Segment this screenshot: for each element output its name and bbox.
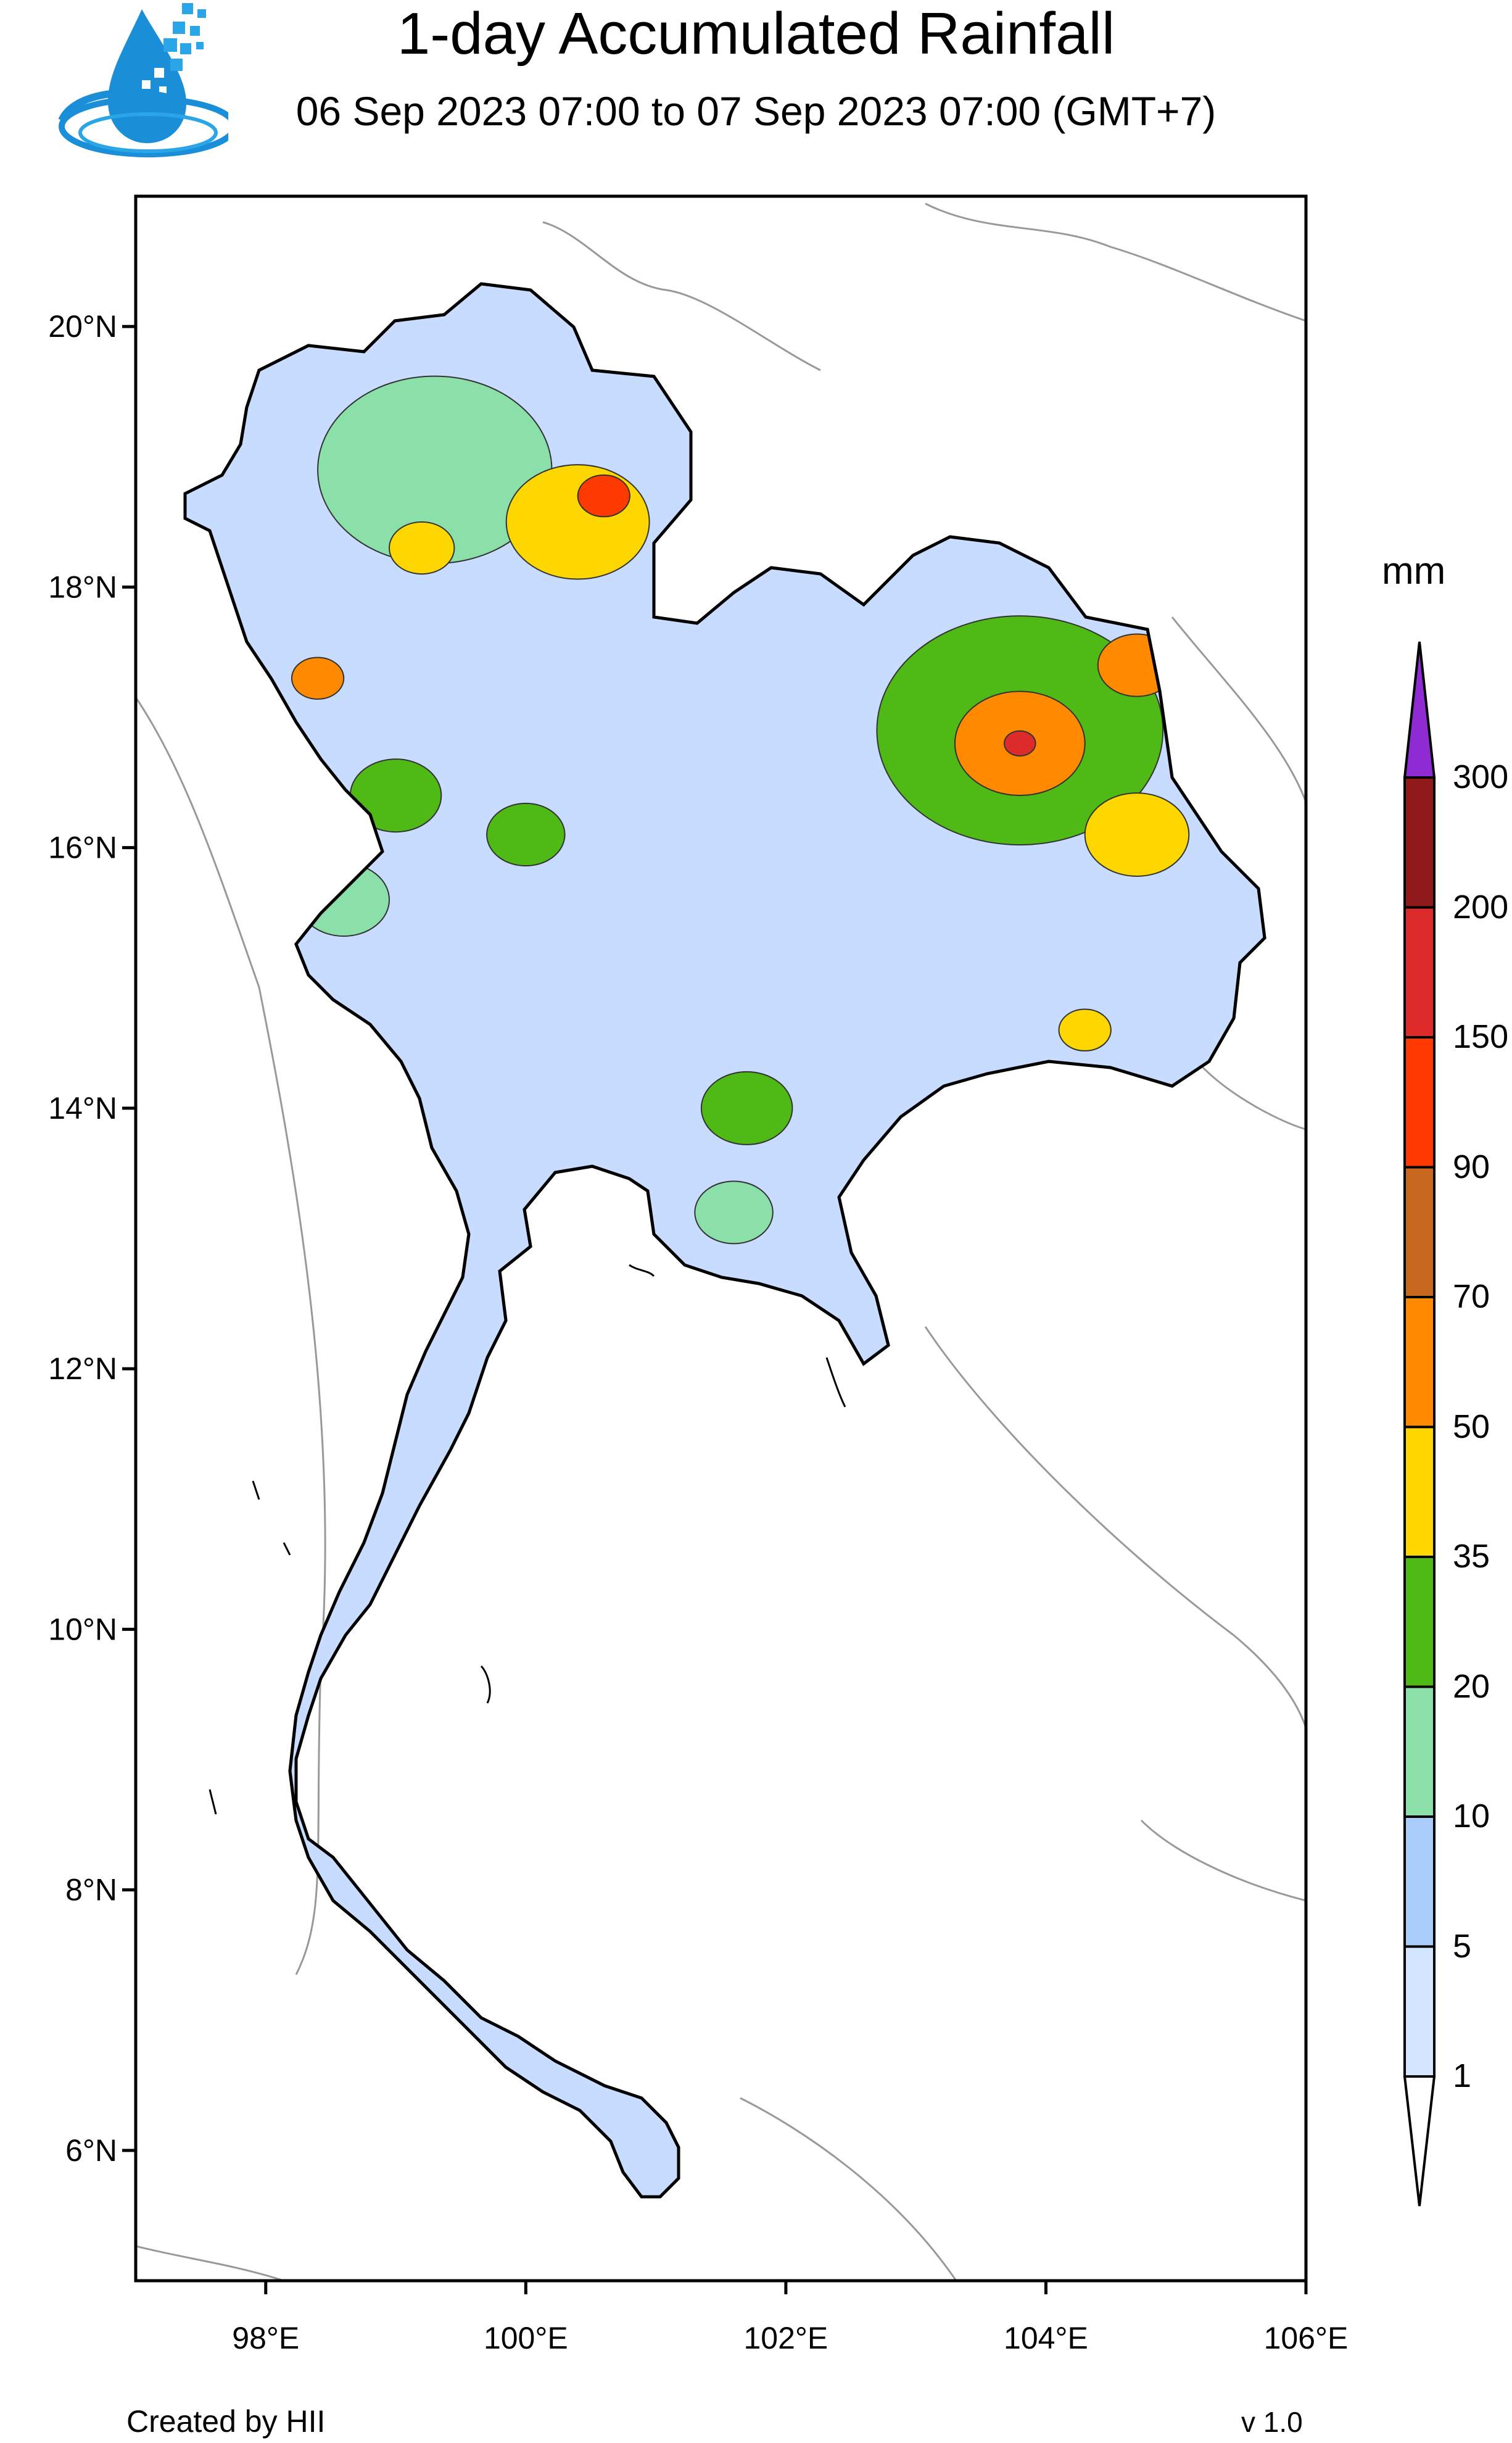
colorbar-label: 300 [1453, 758, 1509, 795]
longitude-axis: 98°E 100°E 102°E 104°E 106°E [232, 2281, 1348, 2355]
colorbar-swatch [1403, 1296, 1436, 1429]
colorbar-unit: mm [1382, 550, 1446, 592]
lat-tick-label: 10°N [48, 1612, 117, 1646]
map-subtitle: 06 Sep 2023 07:00 to 07 Sep 2023 07:00 (… [295, 88, 1217, 134]
colorbar-label: 90 [1453, 1148, 1490, 1185]
colorbar-swatch [1403, 1556, 1436, 1688]
colorbar-swatch [1403, 1685, 1436, 1818]
colorbar-label: 50 [1453, 1408, 1490, 1445]
rain-cell [694, 1180, 774, 1245]
lon-tick-label: 100°E [484, 2321, 568, 2355]
colorbar-swatch [1403, 776, 1436, 909]
rain-cell [700, 1071, 793, 1145]
colorbar-label: 70 [1453, 1278, 1490, 1315]
lon-tick-label: 106°E [1264, 2321, 1349, 2355]
lon-tick-label: 102°E [743, 2321, 828, 2355]
colorbar-swatch [1403, 1815, 1436, 1948]
rain-cell [1003, 730, 1036, 757]
rain-cell [1097, 633, 1177, 697]
colorbar-label: 150 [1453, 1018, 1509, 1055]
rain-cell [486, 802, 566, 867]
colorbar-label: 35 [1453, 1538, 1490, 1575]
colorbar-label: 20 [1453, 1667, 1490, 1705]
credit-text: Created by HII [126, 2404, 326, 2439]
neighbour-borders [136, 202, 1306, 2281]
lat-tick-label: 8°N [65, 1873, 117, 1907]
colorbar-label: 1 [1453, 2057, 1472, 2094]
rain-cell [291, 657, 345, 700]
colorbar-label: 200 [1453, 888, 1509, 926]
rain-cell [389, 521, 455, 575]
rain-cell [1084, 792, 1190, 877]
lon-tick-label: 104°E [1004, 2321, 1088, 2355]
water-drop-logo-icon [58, 3, 238, 157]
colorbar-lower-arrow [1403, 2075, 1436, 2207]
rain-cell [577, 474, 630, 518]
colorbar [1403, 641, 1436, 2207]
rain-cells [291, 375, 1190, 1245]
map-title: 1-day Accumulated Rainfall [397, 1, 1115, 67]
colorbar-swatch [1403, 1036, 1436, 1169]
colorbar-label: 10 [1453, 1798, 1490, 1835]
lat-tick-label: 20°N [48, 309, 117, 344]
version-text: v 1.0 [1241, 2406, 1303, 2438]
lat-tick-label: 6°N [65, 2133, 117, 2168]
rain-cell [1058, 1008, 1112, 1051]
colorbar-label: 5 [1453, 1927, 1472, 1965]
colorbar-swatch [1403, 1425, 1436, 1558]
lat-tick-label: 16°N [48, 831, 117, 865]
rain-cell [349, 758, 442, 833]
islands [209, 1264, 846, 1815]
lat-tick-label: 18°N [48, 570, 117, 604]
map-frame [134, 194, 1308, 2283]
lat-tick-label: 14°N [48, 1091, 117, 1126]
latitude-axis: 20°N 18°N 16°N 14°N 12°N 10°N 8°N 6°N [48, 309, 136, 2168]
rain-cell [505, 464, 650, 580]
lon-tick-label: 98°E [232, 2321, 299, 2355]
colorbar-swatch [1403, 906, 1436, 1039]
colorbar-upper-arrow [1403, 641, 1436, 779]
colorbar-swatch [1403, 1166, 1436, 1298]
colorbar-swatch [1403, 1945, 1436, 2078]
hii-logo [49, 0, 238, 167]
thailand-border [183, 282, 1266, 2199]
lat-tick-label: 12°N [48, 1351, 117, 1386]
